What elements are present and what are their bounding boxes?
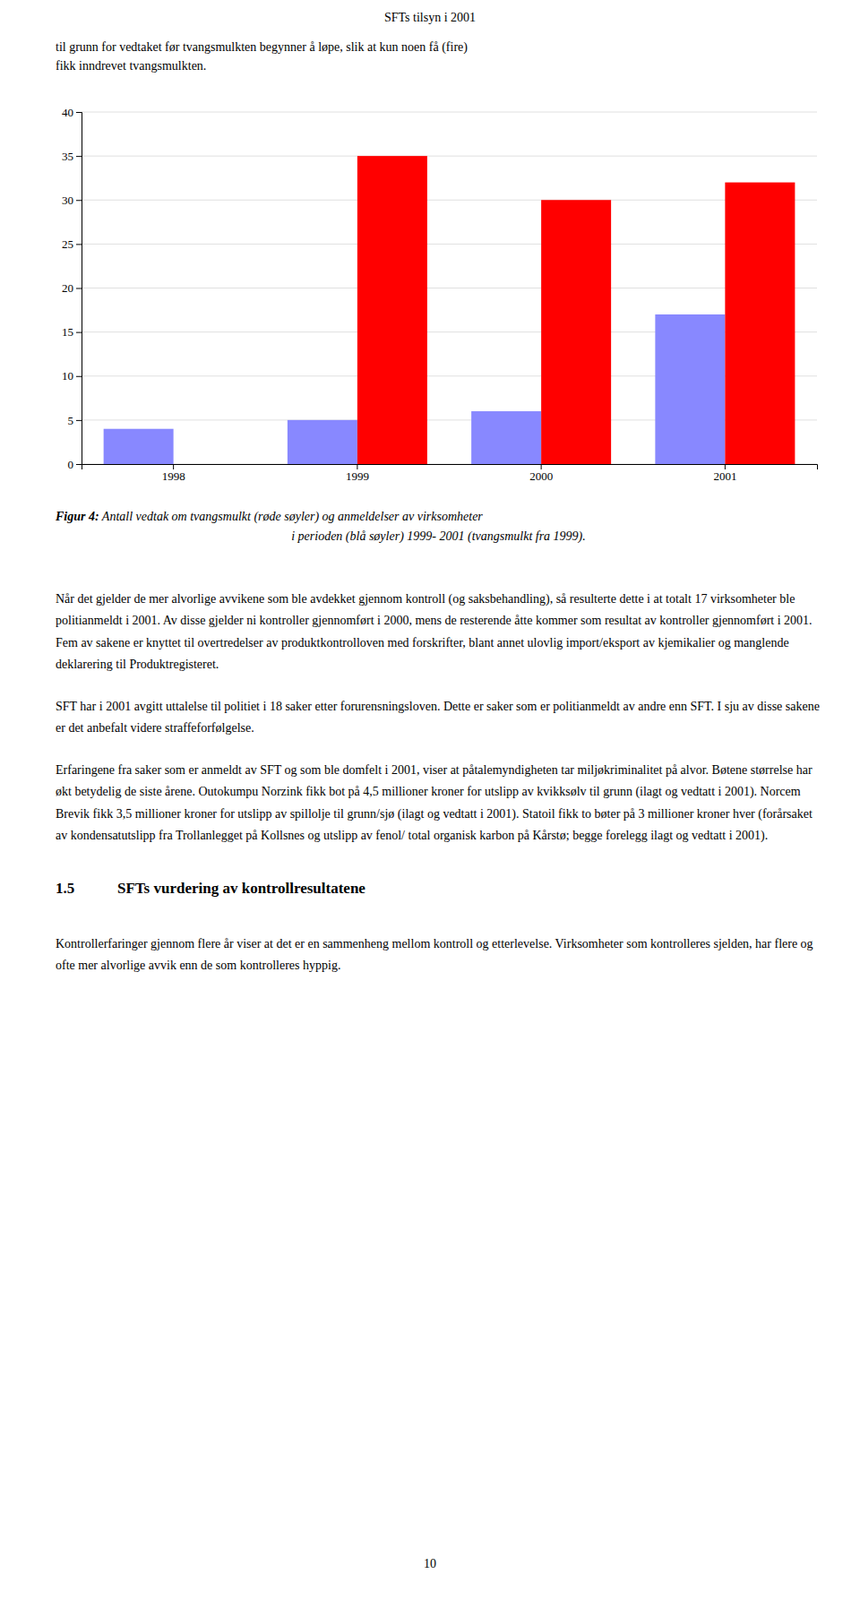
- bar: [173, 464, 244, 465]
- axis-line: [76, 112, 83, 465]
- bar: [287, 420, 358, 465]
- bar: [103, 429, 174, 465]
- tick: 1999: [345, 464, 370, 483]
- section-heading: 1.5SFTs vurdering av kontrollresultatene: [55, 879, 822, 898]
- y-axis: 0 5 10 15 20 25 30 35 40: [61, 105, 83, 472]
- tick-mark: [76, 155, 82, 157]
- tick-mark: [76, 332, 82, 334]
- tick: 20: [61, 281, 82, 295]
- bar: [654, 314, 725, 465]
- tick: 35: [61, 149, 82, 164]
- tick: 2000: [529, 464, 553, 483]
- tick-mark: [76, 288, 82, 290]
- tick: 30: [61, 193, 82, 207]
- page-title: SFTs tilsyn i 2001: [0, 10, 860, 26]
- tick-label: 30: [61, 193, 74, 207]
- tick: 40: [61, 105, 82, 120]
- tick-label: 0: [68, 457, 75, 472]
- tick-mark: [76, 111, 82, 113]
- bar: [724, 182, 795, 465]
- grid: [81, 111, 817, 465]
- bar: [357, 155, 428, 465]
- grid-line: [81, 111, 817, 113]
- axis-line: [82, 464, 818, 471]
- chart: 0 5 10 15 20 25 30 35 40 1998 1999 2000 2001: [0, 89, 860, 497]
- caption-italic: Antall vedtak om tvangsmulkt (røde søyle…: [99, 509, 483, 524]
- section-title: SFTs vurdering av kontrollresultatene: [117, 879, 366, 897]
- grid-line: [81, 287, 817, 289]
- paragraph: Kontrollerfaringer gjennom flere år vise…: [55, 933, 822, 978]
- tick: 5: [68, 413, 83, 428]
- section-number: 1.5: [55, 879, 118, 898]
- tick-label: 35: [61, 149, 74, 164]
- bars: [103, 155, 796, 465]
- tick-label: 10: [61, 369, 74, 383]
- bar-series: [357, 155, 795, 465]
- paragraph: Når det gjelder de mer alvorlige avviken…: [55, 588, 822, 677]
- tick-mark: [541, 464, 542, 470]
- tick-label: 25: [61, 237, 74, 251]
- x-axis: 1998 1999 2000 2001: [82, 464, 818, 483]
- intro-text: til grunn for vedtaket før tvangsmulkten…: [55, 37, 822, 76]
- paragraph: SFT har i 2001 avgitt uttalelse til poli…: [55, 696, 822, 740]
- tick-label: 40: [61, 105, 74, 120]
- tick-mark: [724, 464, 726, 470]
- tick-label: 15: [61, 325, 74, 339]
- tick-mark: [172, 464, 174, 470]
- bar: [471, 411, 542, 465]
- tick-label: 1998: [162, 469, 186, 483]
- body-text: Figur 4: Antall vedtak om tvangsmulkt (r…: [55, 507, 822, 998]
- grid-line: [81, 243, 817, 245]
- tick: 25: [61, 237, 82, 251]
- grid-line: [81, 155, 817, 157]
- grid-line: [81, 199, 817, 201]
- tick-mark: [76, 199, 82, 201]
- caption-line: Figur 4: Antall vedtak om tvangsmulkt (r…: [55, 507, 822, 527]
- tick-label: 5: [68, 413, 75, 428]
- bar: [541, 199, 611, 465]
- page: SFTs tilsyn i 2001 til grunn for vedtaket…: [0, 0, 860, 1600]
- tick-mark: [76, 464, 82, 465]
- tick: 15: [61, 325, 82, 339]
- tick-mark: [356, 464, 358, 470]
- paragraph: Erfaringene fra saker som er anmeldt av …: [55, 759, 822, 848]
- caption-bold: Figur 4:: [55, 509, 100, 524]
- tick: 10: [61, 369, 82, 383]
- plot-area: 0 5 10 15 20 25 30 35 40 1998 1999 2000 2001: [61, 105, 818, 484]
- tick: 2001: [713, 464, 737, 483]
- tick-label: 2001: [713, 469, 737, 483]
- caption: Figur 4: Antall vedtak om tvangsmulkt (r…: [55, 507, 822, 548]
- tick-label: 20: [61, 281, 74, 295]
- tick-label: 2000: [529, 469, 553, 483]
- tick-mark: [76, 420, 82, 422]
- tick: 1998: [162, 464, 186, 483]
- tick: 0: [68, 457, 83, 472]
- tick-mark: [76, 376, 82, 378]
- caption-line: i perioden (blå søyler) 1999- 2001 (tvan…: [55, 526, 822, 547]
- page-number: 10: [0, 1556, 860, 1572]
- tick-mark: [76, 243, 82, 245]
- tick-label: 1999: [345, 469, 370, 483]
